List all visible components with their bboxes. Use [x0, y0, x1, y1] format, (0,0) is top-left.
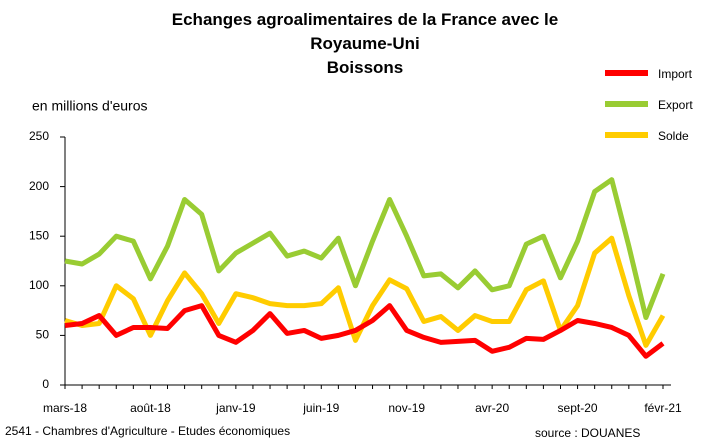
x-tick-label: nov-19: [388, 401, 425, 415]
y-tick-label: 250: [29, 129, 49, 143]
legend-label: Solde: [658, 129, 689, 143]
y-tick-label: 50: [36, 328, 50, 342]
x-tick-label: avr-20: [475, 401, 509, 415]
y-tick-label: 150: [29, 228, 49, 242]
chart-subtitle: Boissons: [326, 58, 404, 77]
title-block: Echanges agroalimentaires de la France a…: [70, 8, 660, 80]
legend-label: Export: [658, 98, 693, 112]
y-axis-label: en millions d'euros: [32, 98, 148, 114]
source: source : DOUANES: [535, 426, 640, 440]
x-tick-label: sept-20: [558, 401, 598, 415]
x-tick-label: juin-19: [302, 401, 339, 415]
y-tick-label: 0: [42, 377, 49, 391]
chart-title: Echanges agroalimentaires de la France a…: [171, 10, 559, 53]
y-tick-label: 100: [29, 278, 49, 292]
x-tick-label: août-18: [130, 401, 171, 415]
y-tick-label: 200: [29, 179, 49, 193]
x-tick-label: janv-19: [215, 401, 256, 415]
x-tick-label: mars-18: [43, 401, 87, 415]
x-tick-label: févr-21: [644, 401, 682, 415]
legend-label: Import: [658, 67, 693, 81]
footnote: 2541 - Chambres d'Agriculture - Etudes é…: [5, 424, 290, 438]
series-line: [64, 303, 665, 359]
series-line: [64, 177, 666, 321]
